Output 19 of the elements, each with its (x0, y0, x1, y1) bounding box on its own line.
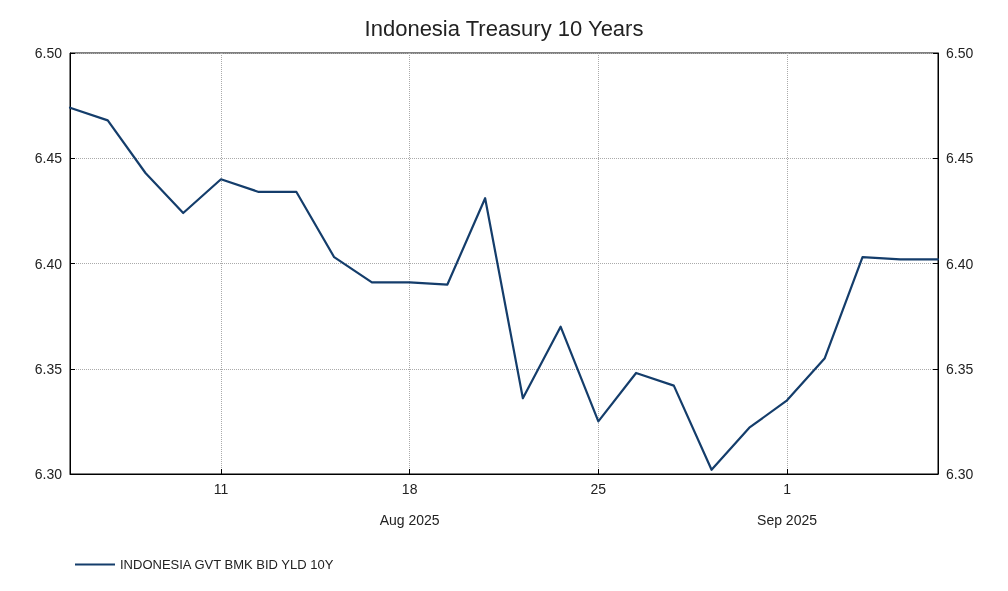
x-tick-label: 1 (783, 481, 792, 497)
y2-tick-label: 6.40 (946, 255, 974, 272)
x-tick-label: 25 (590, 481, 607, 497)
y-tick-label: 6.50 (34, 45, 63, 61)
text: Aug 2025 (379, 512, 440, 528)
x-tick-label: 11 (213, 481, 229, 497)
y-tick-label: 6.45 (34, 150, 63, 167)
line-series (68, 106, 940, 471)
y-tick-label: 6.40 (34, 255, 63, 272)
y2-tick-label: 6.50 (946, 45, 974, 61)
y2-tick-label: 6.30 (946, 466, 974, 482)
y2-tick-label: 6.45 (946, 150, 974, 167)
y-tick-label: 6.30 (34, 466, 63, 482)
text: Sep 2025 (757, 512, 818, 528)
y-tick-label: 6.35 (34, 360, 63, 377)
legend-label: INDONESIA GVT BMK BID YLD 10Y (120, 557, 334, 572)
x-tick-label: 18 (401, 481, 418, 497)
y2-tick-label: 6.35 (946, 360, 974, 377)
chart-title: Indonesia Treasury 10 Years (364, 15, 644, 41)
